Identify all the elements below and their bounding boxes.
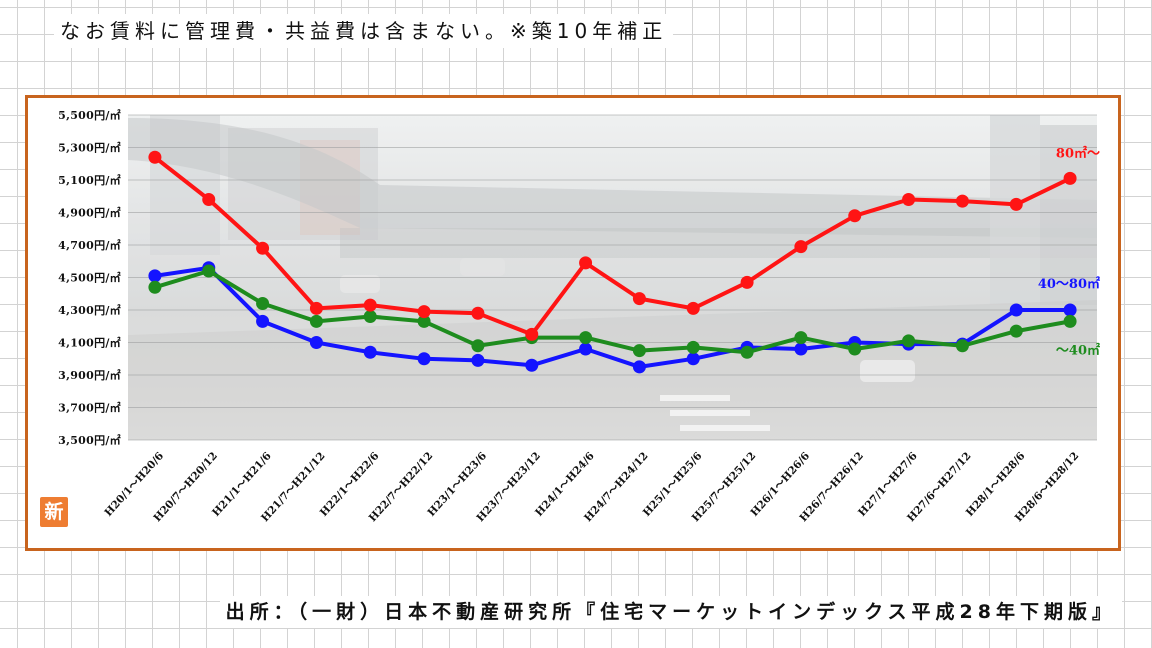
data-point (632, 344, 646, 358)
data-point (363, 310, 377, 323)
data-point (471, 353, 485, 367)
data-point (309, 301, 323, 315)
series-2 (148, 264, 1077, 359)
data-point (579, 342, 593, 356)
footnote-text: なお賃料に管理費・共益費は含まない。※築10年補正 (54, 14, 674, 48)
data-point (202, 193, 216, 206)
data-point (955, 339, 969, 353)
data-point (794, 331, 808, 345)
data-point (417, 305, 431, 319)
data-point (740, 345, 754, 359)
series-0 (148, 150, 1077, 341)
data-point (632, 292, 646, 306)
data-point (471, 339, 485, 353)
y-tick-label: 4,100円/㎡ (58, 336, 121, 350)
y-tick-label: 4,700円/㎡ (58, 238, 121, 252)
data-point (202, 264, 216, 278)
data-point (1009, 197, 1023, 211)
data-point (363, 298, 377, 312)
data-point (525, 327, 539, 341)
data-point (955, 194, 969, 208)
data-point (740, 275, 754, 289)
data-point (1063, 314, 1077, 328)
data-point (309, 314, 323, 328)
data-point (148, 269, 162, 283)
data-point (686, 301, 700, 315)
series-line (154, 269, 1071, 355)
series-label: ～40㎡ (1056, 342, 1100, 358)
y-tick-label: 3,700円/㎡ (58, 401, 121, 415)
data-point (309, 336, 323, 349)
y-tick-label: 5,100円/㎡ (58, 173, 121, 187)
series-1 (148, 261, 1077, 374)
data-point (256, 297, 270, 310)
data-point (902, 193, 916, 206)
data-point (579, 256, 593, 270)
data-point (1009, 303, 1023, 317)
data-point (1063, 303, 1077, 317)
data-point (686, 352, 700, 366)
y-axis-labels: 5,500円/㎡ 5,300円/㎡ 5,100円/㎡ 4,900円/㎡ 4,700円/㎡… (58, 108, 121, 447)
data-point (417, 352, 431, 366)
data-point (794, 342, 808, 356)
source-citation: 出所：（一財）日本不動産研究所『住宅マーケットインデックス平成28年下期版』 (219, 596, 1122, 628)
data-point (632, 360, 646, 374)
series-group (148, 150, 1077, 374)
series-line (153, 155, 1071, 337)
data-point (471, 306, 485, 320)
series-label: 40～80㎡ (1038, 276, 1100, 292)
data-point (525, 358, 539, 372)
data-point (148, 150, 162, 164)
data-point (363, 345, 377, 359)
y-tick-label: 5,300円/㎡ (58, 141, 121, 155)
series-labels: 80㎡～ 40～80㎡ ～40㎡ (1038, 145, 1100, 358)
y-tick-label: 4,500円/㎡ (58, 271, 121, 285)
data-point (902, 334, 916, 348)
y-tick-label: 4,300円/㎡ (58, 303, 121, 317)
data-point (256, 241, 270, 255)
y-tick-label: 3,900円/㎡ (58, 368, 121, 382)
data-point (417, 314, 431, 328)
data-point (848, 209, 862, 223)
y-tick-label: 5,500円/㎡ (58, 108, 121, 122)
data-point (579, 331, 593, 345)
data-point (148, 280, 162, 294)
data-point (848, 342, 862, 356)
series-line (154, 265, 1071, 369)
y-tick-label: 3,500円/㎡ (58, 433, 121, 447)
data-point (1009, 324, 1023, 338)
series-label: 80㎡～ (1056, 145, 1100, 161)
new-badge-logo: 新 (40, 497, 68, 527)
data-point (686, 340, 700, 354)
data-point (794, 240, 808, 254)
data-point (1063, 171, 1077, 185)
y-tick-label: 4,900円/㎡ (58, 206, 121, 220)
data-point (256, 314, 270, 328)
